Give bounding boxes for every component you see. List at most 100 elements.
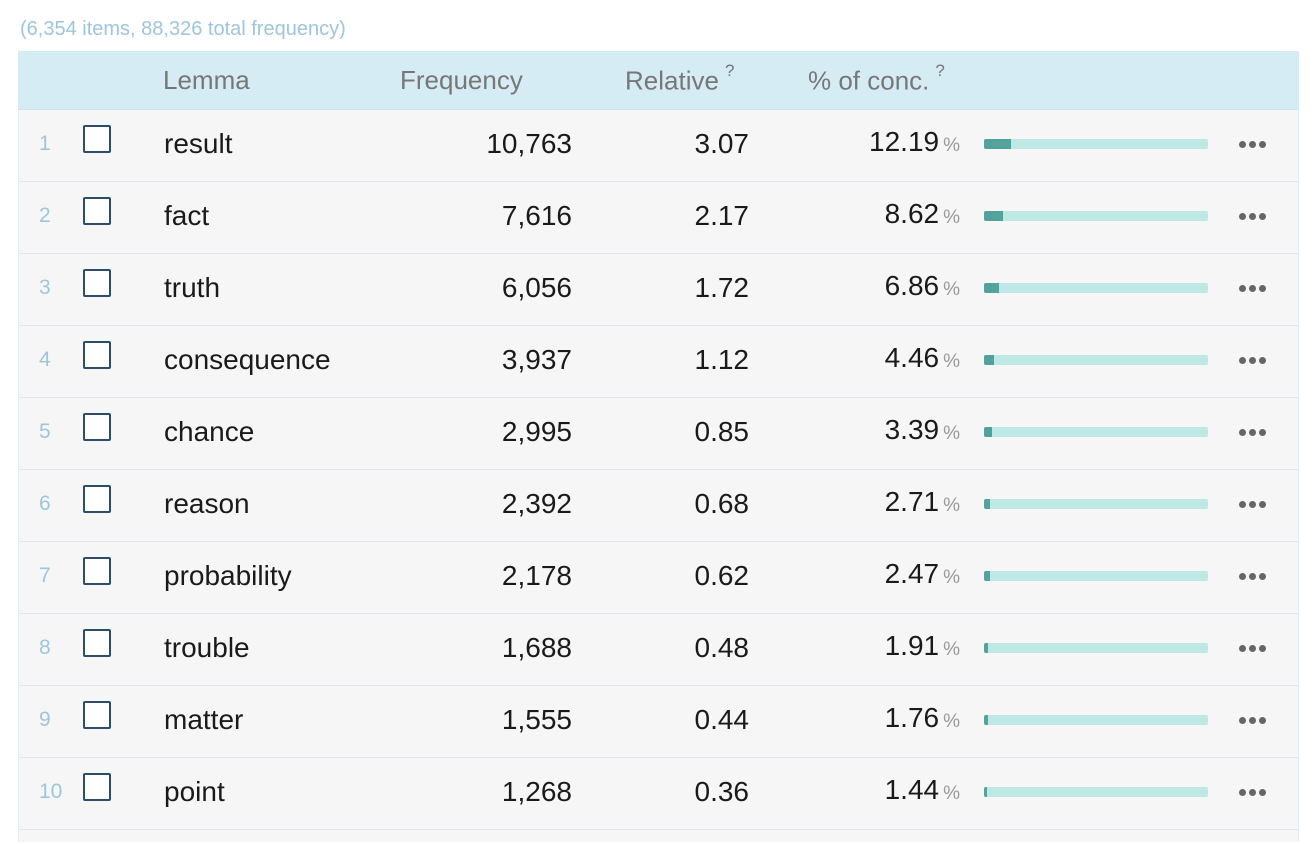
frequency-value[interactable]: 7,616 (501, 200, 572, 231)
frequency-value[interactable]: 1,555 (501, 704, 572, 735)
conc-percent-bar (984, 787, 1208, 797)
more-horizontal-icon[interactable] (1239, 136, 1271, 150)
row-select-checkbox[interactable] (83, 341, 111, 369)
conc-percent-value: 8.62 (884, 198, 940, 229)
lemma-frequency-table: Lemma Frequency Relative? % of conc.? 1 r… (18, 51, 1299, 842)
conc-percent-value: 12.19 (869, 126, 940, 157)
frequency-value[interactable]: 6,056 (501, 272, 572, 303)
table-row: 1 result 10,763 3.07 12.19% (18, 110, 1299, 182)
frequency-value[interactable]: 10,763 (486, 128, 572, 159)
table-row-partial (18, 830, 1299, 842)
conc-percent-bar (984, 499, 1208, 509)
lemma-link[interactable]: trouble (164, 632, 250, 663)
row-number: 10 (39, 780, 63, 803)
result-summary: (6,354 items, 88,326 total frequency) (20, 18, 346, 40)
lemma-link[interactable]: point (164, 776, 225, 807)
row-number: 2 (39, 204, 51, 227)
frequency-value[interactable]: 1,688 (501, 632, 572, 663)
more-horizontal-icon[interactable] (1239, 784, 1271, 798)
conc-percent-value: 1.76 (884, 702, 940, 733)
row-number: 4 (39, 348, 51, 371)
conc-percent-bar-fill (984, 211, 1004, 221)
conc-percent-value: 4.46 (884, 342, 940, 373)
column-header-conc[interactable]: % of conc.? (808, 61, 945, 97)
conc-percent-bar (984, 715, 1208, 725)
percent-unit: % (943, 279, 960, 300)
conc-percent-bar-fill (984, 715, 988, 725)
percent-unit: % (943, 351, 960, 372)
row-select-checkbox[interactable] (83, 269, 111, 297)
conc-percent-bar (984, 427, 1208, 437)
row-number: 5 (39, 420, 51, 443)
more-horizontal-icon[interactable] (1239, 568, 1271, 582)
conc-percent-bar-fill (984, 787, 988, 797)
lemma-link[interactable]: fact (164, 200, 210, 231)
lemma-link[interactable]: chance (164, 416, 255, 447)
column-header-frequency-label: Frequency (400, 65, 523, 95)
more-horizontal-icon[interactable] (1239, 640, 1271, 654)
relative-value: 1.72 (694, 272, 750, 303)
table-row: 7 probability 2,178 0.62 2.47% (18, 542, 1299, 614)
conc-percent-bar-fill (984, 499, 991, 509)
table-row: 8 trouble 1,688 0.48 1.91% (18, 614, 1299, 686)
conc-percent-value: 1.44 (884, 774, 940, 805)
more-horizontal-icon[interactable] (1239, 712, 1271, 726)
relative-value: 1.12 (694, 344, 750, 375)
table-row: 2 fact 7,616 2.17 8.62% (18, 182, 1299, 254)
more-horizontal-icon[interactable] (1239, 352, 1271, 366)
conc-percent-bar-fill (984, 139, 1012, 149)
lemma-link[interactable]: result (164, 128, 233, 159)
percent-unit: % (943, 207, 960, 228)
relative-help-icon[interactable]: ? (724, 61, 735, 80)
row-select-checkbox[interactable] (83, 701, 111, 729)
column-header-lemma[interactable]: Lemma (163, 65, 250, 96)
row-select-checkbox[interactable] (83, 629, 111, 657)
conc-percent: 1.44% (885, 774, 960, 806)
column-header-relative-label: Relative (625, 65, 719, 96)
row-number: 1 (39, 132, 51, 155)
frequency-value[interactable]: 2,392 (501, 488, 572, 519)
table-row: 9 matter 1,555 0.44 1.76% (18, 686, 1299, 758)
table-row: 5 chance 2,995 0.85 3.39% (18, 398, 1299, 470)
frequency-value[interactable]: 3,937 (501, 344, 572, 375)
conc-percent-value: 2.71 (884, 486, 940, 517)
more-horizontal-icon[interactable] (1239, 424, 1271, 438)
relative-value: 3.07 (694, 128, 750, 159)
row-number: 6 (39, 492, 51, 515)
conc-percent: 3.39% (885, 414, 960, 446)
row-number: 9 (39, 708, 51, 731)
table-body: 1 result 10,763 3.07 12.19% 2 fact 7,616 2.17 8.6… (18, 110, 1299, 830)
frequency-value[interactable]: 2,178 (501, 560, 572, 591)
table-row: 6 reason 2,392 0.68 2.71% (18, 470, 1299, 542)
column-header-conc-label: % of conc. (808, 65, 930, 96)
conc-percent-value: 6.86 (884, 270, 940, 301)
lemma-link[interactable]: matter (164, 704, 244, 735)
lemma-link[interactable]: truth (164, 272, 221, 303)
column-header-frequency[interactable]: Frequency (400, 65, 523, 96)
conc-percent-value: 3.39 (884, 414, 940, 445)
row-select-checkbox[interactable] (83, 557, 111, 585)
conc-percent-bar (984, 283, 1208, 293)
lemma-link[interactable]: consequence (164, 344, 331, 375)
column-header-relative[interactable]: Relative? (625, 61, 734, 97)
table-row: 10 point 1,268 0.36 1.44% (18, 758, 1299, 830)
row-select-checkbox[interactable] (83, 773, 111, 801)
frequency-value[interactable]: 2,995 (501, 416, 572, 447)
lemma-link[interactable]: reason (164, 488, 250, 519)
more-horizontal-icon[interactable] (1239, 280, 1271, 294)
lemma-link[interactable]: probability (164, 560, 292, 591)
percent-unit: % (943, 711, 960, 732)
more-horizontal-icon[interactable] (1239, 208, 1271, 222)
conc-help-icon[interactable]: ? (935, 61, 945, 80)
percent-unit: % (943, 639, 960, 660)
row-select-checkbox[interactable] (83, 413, 111, 441)
row-select-checkbox[interactable] (83, 485, 111, 513)
conc-percent-bar (984, 643, 1208, 653)
more-horizontal-icon[interactable] (1239, 496, 1271, 510)
row-select-checkbox[interactable] (83, 197, 111, 225)
frequency-value[interactable]: 1,268 (501, 776, 572, 807)
conc-percent: 6.86% (885, 270, 960, 302)
percent-unit: % (943, 495, 960, 516)
row-select-checkbox[interactable] (83, 125, 111, 153)
conc-percent-bar-fill (984, 355, 994, 365)
